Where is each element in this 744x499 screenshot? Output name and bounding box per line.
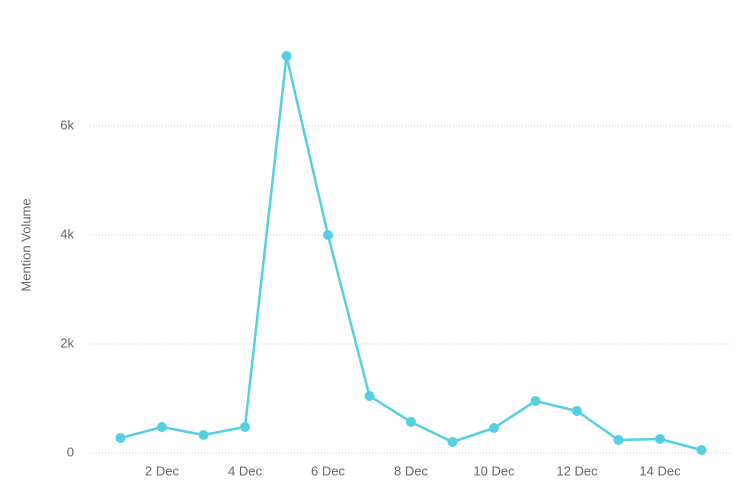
x-tick-label: 2 Dec: [145, 463, 179, 478]
data-point: [198, 430, 209, 441]
data-point: [157, 422, 167, 433]
data-point: [406, 416, 416, 427]
x-tick-label: 14 Dec: [639, 463, 681, 478]
data-point: [115, 433, 126, 444]
data-point: [364, 390, 375, 401]
data-point: [323, 230, 333, 240]
data-point: [489, 422, 499, 433]
data-point: [613, 434, 624, 445]
data-point: [655, 433, 665, 444]
x-tick-label: 12 Dec: [556, 463, 598, 478]
x-tick-label: 4 Dec: [228, 463, 262, 478]
y-tick-label: 0: [67, 444, 74, 459]
data-line: [120, 55, 702, 452]
data-point: [530, 396, 541, 407]
data-point: [696, 445, 707, 456]
x-tick-label: 6 Dec: [311, 463, 345, 478]
y-tick-label: 6k: [60, 117, 74, 132]
y-axis-label: Mention Volume: [18, 198, 33, 291]
y-tick-label: 4k: [60, 226, 74, 241]
data-point: [281, 51, 292, 62]
data-point: [240, 422, 250, 433]
y-tick-label: 2k: [60, 335, 74, 350]
data-point: [572, 405, 582, 416]
x-tick-label: 10 Dec: [473, 463, 515, 478]
x-tick-label: 8 Dec: [394, 463, 428, 478]
data-point: [447, 436, 458, 447]
